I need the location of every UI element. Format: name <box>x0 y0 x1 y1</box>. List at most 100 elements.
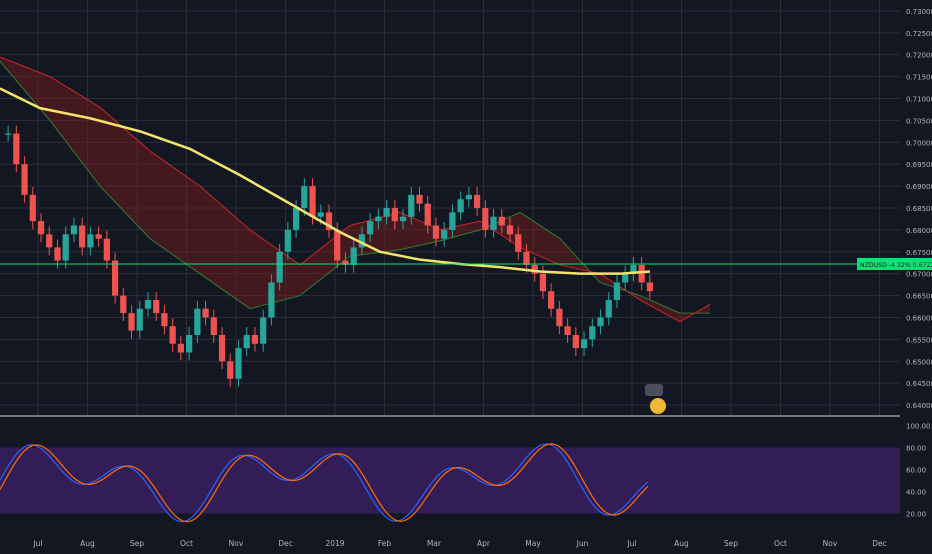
candles <box>5 125 653 387</box>
candle-body <box>111 260 119 296</box>
oscillator-d-line <box>0 443 649 523</box>
time-tick-label: Oct <box>774 539 787 548</box>
candle-body <box>144 299 152 309</box>
candle-body <box>498 216 505 226</box>
candle-body <box>350 247 357 265</box>
time-tick-label: Nov <box>823 539 838 548</box>
cloud-fill <box>0 56 710 322</box>
candle-body <box>301 186 308 208</box>
candle-body <box>194 308 201 335</box>
time-tick-label: Nov <box>229 539 244 548</box>
candle-body <box>276 251 283 283</box>
candle-body <box>186 334 193 353</box>
candle-body <box>490 216 497 230</box>
last-price-text: NZDUSD -4.32% 0.67222 <box>860 262 932 269</box>
candle-body <box>13 133 20 165</box>
candle-body <box>432 225 440 239</box>
candle-body <box>358 234 366 248</box>
candle-body <box>416 194 423 204</box>
candle-body <box>210 317 217 335</box>
candle-body <box>556 308 563 327</box>
candle-body <box>177 343 185 353</box>
time-tick-label: May <box>525 539 541 548</box>
time-tick-label: Jun <box>576 539 589 548</box>
candle-body <box>375 216 382 222</box>
price-tick-label: 0.73000 <box>906 8 932 16</box>
oscillator-band <box>0 447 900 514</box>
candle-body <box>21 164 28 195</box>
moving-average-line <box>0 87 651 275</box>
candle-body <box>161 313 168 327</box>
candle-body <box>260 317 267 344</box>
event-badge-bottom[interactable] <box>650 398 666 414</box>
event-badge-top[interactable] <box>645 384 663 396</box>
last-price-label: NZDUSD -4.32% 0.67222 <box>857 257 932 270</box>
candle-body <box>120 295 127 314</box>
candle-body <box>539 273 547 292</box>
candle-body <box>589 326 596 340</box>
candle-body <box>605 299 612 318</box>
candle-body <box>473 194 481 208</box>
candle-body <box>309 186 316 217</box>
candle-body <box>169 326 176 344</box>
time-tick-label: Sep <box>724 539 738 548</box>
oscillator-tick-label: 80.00 <box>906 445 926 453</box>
candle-body <box>70 225 78 235</box>
candle-body <box>62 234 69 261</box>
candle-body <box>243 334 250 349</box>
candle-body <box>613 282 621 300</box>
main-grid <box>0 0 900 416</box>
candle-body <box>391 208 398 222</box>
candle-body <box>465 194 472 200</box>
time-axis[interactable]: Jul Aug Sep Oct Nov Dec 2019 Feb Mar Apr May Jun Jul… <box>32 539 886 548</box>
candle-body <box>95 234 102 239</box>
candle-body <box>284 229 291 252</box>
time-tick-label: Jul <box>626 539 636 548</box>
candle-body <box>54 247 61 261</box>
candle-body <box>235 348 242 379</box>
candle-body <box>218 334 226 362</box>
candle-body <box>136 308 143 331</box>
candle-body <box>646 282 653 292</box>
candle-body <box>87 234 94 248</box>
candle-body <box>515 234 522 252</box>
candle-body <box>292 208 300 230</box>
time-tick-label: Mar <box>427 539 442 548</box>
time-tick-label: Jul <box>32 539 42 548</box>
candle-body <box>153 299 160 314</box>
time-tick-label: Oct <box>180 539 193 548</box>
candle-body <box>202 308 209 318</box>
candle-body <box>317 212 324 217</box>
candle-body <box>449 212 456 230</box>
candle-body <box>268 282 275 318</box>
event-badges[interactable] <box>645 384 666 414</box>
candle-body <box>29 194 36 222</box>
cloud-span-a <box>0 60 710 314</box>
candle-body <box>103 238 110 261</box>
time-tick-label: Aug <box>80 539 95 548</box>
candle-body <box>334 229 341 261</box>
candle-body <box>46 234 53 248</box>
moving-average-polyline <box>0 87 651 275</box>
candle-body <box>531 264 538 274</box>
candle-body <box>342 260 349 265</box>
candle-body <box>399 216 407 222</box>
candle-body <box>638 264 645 283</box>
candle-body <box>424 203 431 226</box>
candle-body <box>630 264 637 274</box>
